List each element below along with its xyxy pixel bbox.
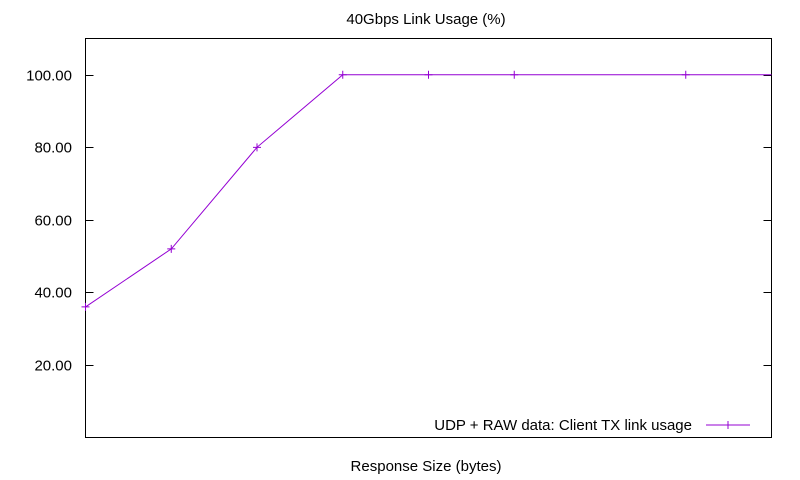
y-tick-label: 20.00 — [34, 358, 72, 375]
data-point-marker — [510, 70, 519, 79]
y-axis-ticks: 20.00 40.00 60.00 80.00 100.00 — [26, 68, 772, 375]
series-line — [85, 74, 772, 308]
data-point-marker — [424, 70, 433, 79]
legend-marker — [724, 421, 732, 429]
data-point-marker — [253, 143, 261, 152]
legend-label: UDP + RAW data: Client TX link usage — [434, 417, 692, 434]
data-point-marker — [81, 302, 90, 311]
chart-title: 40Gbps Link Usage (%) — [346, 11, 505, 28]
y-tick-label: 100.00 — [26, 68, 72, 85]
y-tick-label: 80.00 — [34, 140, 72, 157]
data-point-marker — [338, 70, 347, 79]
legend: UDP + RAW data: Client TX link usage — [434, 417, 750, 434]
plot-area-border — [85, 38, 772, 438]
data-point-marker — [167, 244, 176, 253]
data-point-marker — [681, 70, 690, 79]
y-tick-label: 40.00 — [34, 285, 72, 302]
y-tick-label: 60.00 — [34, 213, 72, 230]
x-axis-label: Response Size (bytes) — [351, 458, 502, 475]
series-layer — [81, 70, 772, 311]
